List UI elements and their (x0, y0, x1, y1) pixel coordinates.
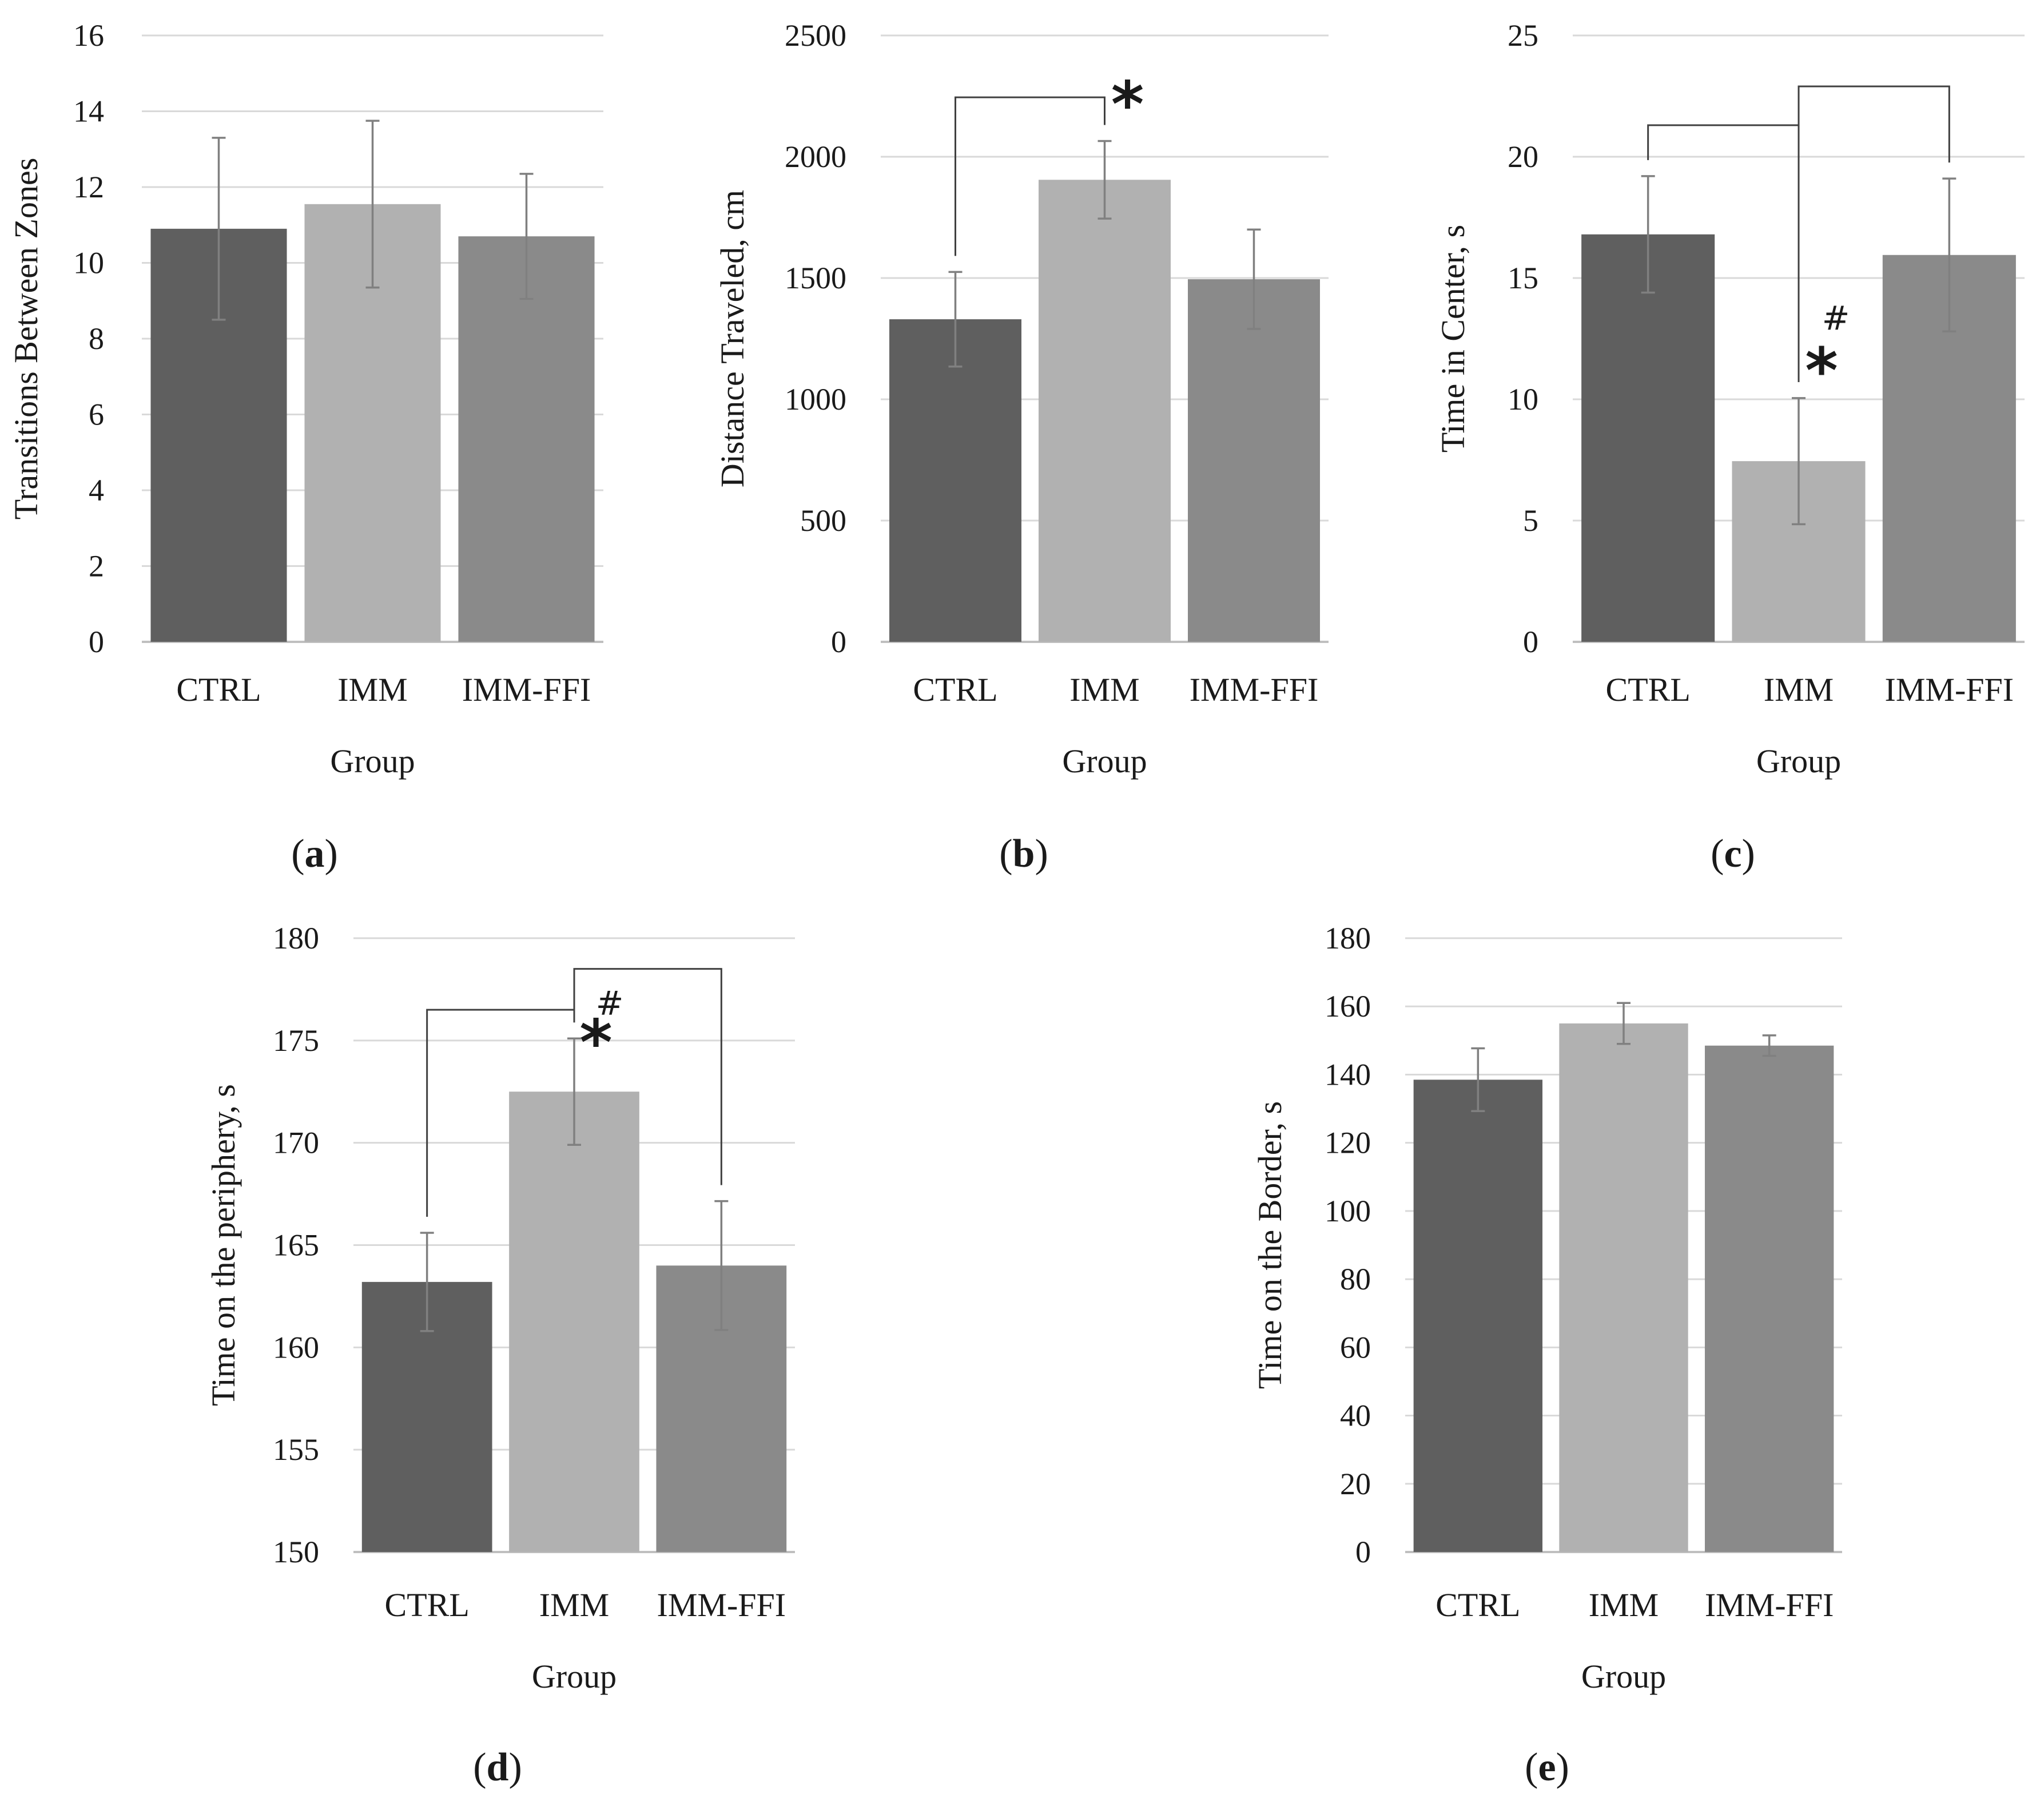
chart-panel-3: 150 155 160 165 170 175 180 CTRL IMM IMM-FFI Group… (205, 921, 795, 1789)
y-tick-label: 1000 (785, 382, 846, 416)
y-tick-label: 120 (1325, 1126, 1371, 1160)
y-tick-label: 8 (89, 322, 104, 356)
x-axis-label: Group (1062, 743, 1147, 780)
x-tick-label: IMM (1764, 671, 1834, 708)
y-tick-label: 2 (89, 549, 104, 584)
x-tick-label: IMM-FFI (1885, 671, 2014, 708)
y-tick-label: 150 (273, 1535, 319, 1569)
y-axis-label: Time on the periphery, s (205, 1084, 242, 1406)
bar-imm (1559, 1023, 1688, 1552)
x-axis-label: Group (532, 1658, 617, 1695)
y-tick-label: 100 (1325, 1194, 1371, 1228)
panel-label: (b) (999, 832, 1048, 876)
x-axis-label: Group (1756, 743, 1841, 780)
y-tick-label: 175 (273, 1023, 319, 1058)
y-tick-label: 60 (1340, 1330, 1371, 1364)
chart-panel-4: 0 20 40 60 80 100 120 140 160 180 CTRL IMM IMM-FFI Gr… (1251, 921, 1842, 1789)
y-tick-label: 500 (800, 503, 846, 538)
y-axis-label: Transitions Between Zones (7, 158, 45, 520)
bar-imm-ffi (458, 236, 595, 642)
chart-panel-1: 0 500 1000 1500 2000 2500 CTRL IMM IMM-FFI Group D… (714, 18, 1329, 876)
x-tick-label: CTRL (385, 1586, 470, 1624)
x-tick-label: CTRL (176, 671, 261, 708)
bar-imm (1039, 180, 1171, 642)
panel-label: (e) (1525, 1745, 1569, 1789)
chart-panel-2: 0 5 10 15 20 25 CTRL IMM IMM-FFI Group Time in Cen… (1434, 18, 2025, 876)
y-tick-label: 15 (1508, 261, 1538, 295)
chart-panel-0: 0 2 4 6 8 10 12 14 16 CTRL IMM IMM-FFI Group Transiti… (7, 18, 603, 876)
panel-label: (a) (291, 832, 338, 876)
x-tick-label: IMM (1069, 671, 1139, 708)
panel-label: (d) (473, 1745, 522, 1789)
bar-imm (509, 1092, 639, 1552)
y-tick-label: 25 (1508, 18, 1538, 53)
y-tick-label: 12 (73, 170, 104, 204)
y-tick-label: 20 (1508, 140, 1538, 174)
significance-hash: # (596, 983, 624, 1022)
y-tick-label: 170 (273, 1126, 319, 1160)
y-tick-label: 10 (73, 246, 104, 280)
y-tick-label: 5 (1523, 503, 1538, 538)
y-tick-label: 0 (89, 625, 104, 659)
bar-ctrl (1413, 1079, 1543, 1552)
x-tick-label: IMM-FFI (657, 1586, 786, 1624)
bar-imm-ffi (1188, 279, 1320, 642)
x-tick-label: IMM (1589, 1586, 1659, 1624)
y-tick-label: 155 (273, 1432, 319, 1467)
x-tick-label: IMM-FFI (1705, 1586, 1834, 1624)
significance-bracket (955, 96, 1105, 256)
y-tick-label: 160 (1325, 989, 1371, 1023)
significance-bracket (573, 968, 722, 1185)
bar-imm-ffi (1704, 1045, 1834, 1552)
significance-star: * (1111, 68, 1144, 141)
y-tick-label: 4 (89, 473, 104, 507)
y-tick-label: 0 (831, 625, 846, 659)
x-axis-label: Group (330, 743, 415, 780)
y-tick-label: 140 (1325, 1057, 1371, 1092)
y-tick-label: 10 (1508, 382, 1538, 416)
x-tick-label: IMM (539, 1586, 609, 1624)
significance-hash: # (1822, 299, 1850, 338)
significance-bracket (1798, 85, 1950, 382)
bar-ctrl (889, 319, 1021, 642)
y-tick-label: 6 (89, 398, 104, 432)
y-tick-label: 16 (73, 18, 104, 53)
y-tick-label: 20 (1340, 1467, 1371, 1501)
bar-ctrl (1581, 234, 1715, 642)
significance-star: * (579, 1006, 613, 1079)
y-tick-label: 2000 (785, 140, 846, 174)
significance-star: * (1805, 334, 1838, 407)
x-tick-label: CTRL (1435, 1586, 1520, 1624)
y-tick-label: 0 (1523, 625, 1538, 659)
x-axis-label: Group (1581, 1658, 1666, 1695)
y-tick-label: 0 (1355, 1535, 1371, 1569)
y-tick-label: 180 (273, 921, 319, 955)
y-tick-label: 1500 (785, 261, 846, 295)
y-tick-label: 40 (1340, 1399, 1371, 1433)
y-tick-label: 2500 (785, 18, 846, 53)
y-axis-label: Distance Traveled, cm (714, 190, 751, 487)
x-tick-label: IMM-FFI (462, 671, 591, 708)
y-tick-label: 160 (273, 1330, 319, 1364)
x-tick-label: CTRL (913, 671, 997, 708)
y-tick-label: 14 (73, 94, 104, 129)
y-axis-label: Time on the Border, s (1251, 1101, 1289, 1389)
x-tick-label: IMM (337, 671, 407, 708)
y-axis-label: Time in Center, s (1434, 225, 1472, 453)
panel-label: (c) (1711, 832, 1755, 876)
y-tick-label: 80 (1340, 1262, 1371, 1296)
y-tick-label: 180 (1325, 921, 1371, 955)
x-tick-label: CTRL (1606, 671, 1691, 708)
x-tick-label: IMM-FFI (1190, 671, 1319, 708)
y-tick-label: 165 (273, 1228, 319, 1263)
